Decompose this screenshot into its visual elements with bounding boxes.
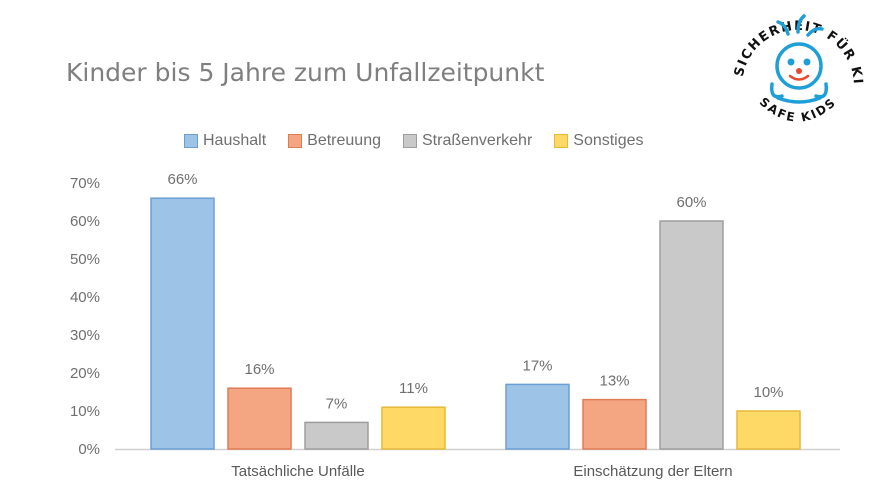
bar-haushalt-tatsaechliche-unfaelle xyxy=(150,197,215,450)
bar-betreuung-tatsaechliche-unfaelle xyxy=(227,387,292,450)
legend-item-betreuung: Betreuung xyxy=(288,132,381,150)
legend-label: Haushalt xyxy=(203,132,267,149)
data-label: 13% xyxy=(599,373,629,390)
y-tick-label: 20% xyxy=(70,365,100,382)
y-tick-label: 0% xyxy=(78,441,100,458)
legend-label: Sonstiges xyxy=(573,132,644,149)
data-label: 66% xyxy=(167,171,197,188)
logo-text-bottom: SAFE KIDS xyxy=(757,95,837,125)
legend-label: Betreuung xyxy=(307,132,381,149)
bar-betreuung-einschaetzung-der-eltern xyxy=(582,398,647,450)
legend-swatch xyxy=(184,134,198,148)
bar-haushalt-einschaetzung-der-eltern xyxy=(505,383,570,450)
legend-item-strassenverkehr: Straßenverkehr xyxy=(403,132,532,150)
category-label: Tatsächliche Unfälle xyxy=(231,463,364,480)
data-label: 10% xyxy=(753,384,783,401)
bar-strassenverkehr-einschaetzung-der-eltern xyxy=(659,220,724,450)
safe-kids-logo: MEHR SICHERHEIT FÜR KINDER SAFE KIDS xyxy=(722,4,864,125)
legend: Haushalt Betreuung Straßenverkehr Sonstiges xyxy=(184,130,666,152)
y-tick-label: 40% xyxy=(70,289,100,306)
y-tick-label: 50% xyxy=(70,251,100,268)
data-label: 16% xyxy=(244,361,274,378)
legend-swatch xyxy=(403,134,417,148)
data-label: 17% xyxy=(522,357,552,374)
y-tick-label: 30% xyxy=(70,327,100,344)
data-label: 11% xyxy=(399,380,428,397)
bar-sonstiges-einschaetzung-der-eltern xyxy=(736,410,801,450)
bar-strassenverkehr-tatsaechliche-unfaelle xyxy=(304,421,369,450)
bar-sonstiges-tatsaechliche-unfaelle xyxy=(381,406,446,450)
chart-title: Kinder bis 5 Jahre zum Unfallzeitpunkt xyxy=(66,58,545,87)
y-tick-label: 10% xyxy=(70,403,100,420)
category-label: Einschätzung der Eltern xyxy=(573,463,732,480)
data-label: 7% xyxy=(326,395,348,412)
legend-item-sonstiges: Sonstiges xyxy=(554,132,644,150)
legend-swatch xyxy=(554,134,569,148)
y-tick-label: 70% xyxy=(70,175,100,192)
data-label: 60% xyxy=(676,194,706,211)
legend-item-haushalt: Haushalt xyxy=(184,132,266,150)
y-tick-label: 60% xyxy=(70,213,100,230)
child-face-icon xyxy=(769,14,829,104)
legend-label: Straßenverkehr xyxy=(422,132,533,149)
svg-text:SAFE KIDS: SAFE KIDS xyxy=(757,95,839,125)
legend-swatch xyxy=(288,134,303,148)
